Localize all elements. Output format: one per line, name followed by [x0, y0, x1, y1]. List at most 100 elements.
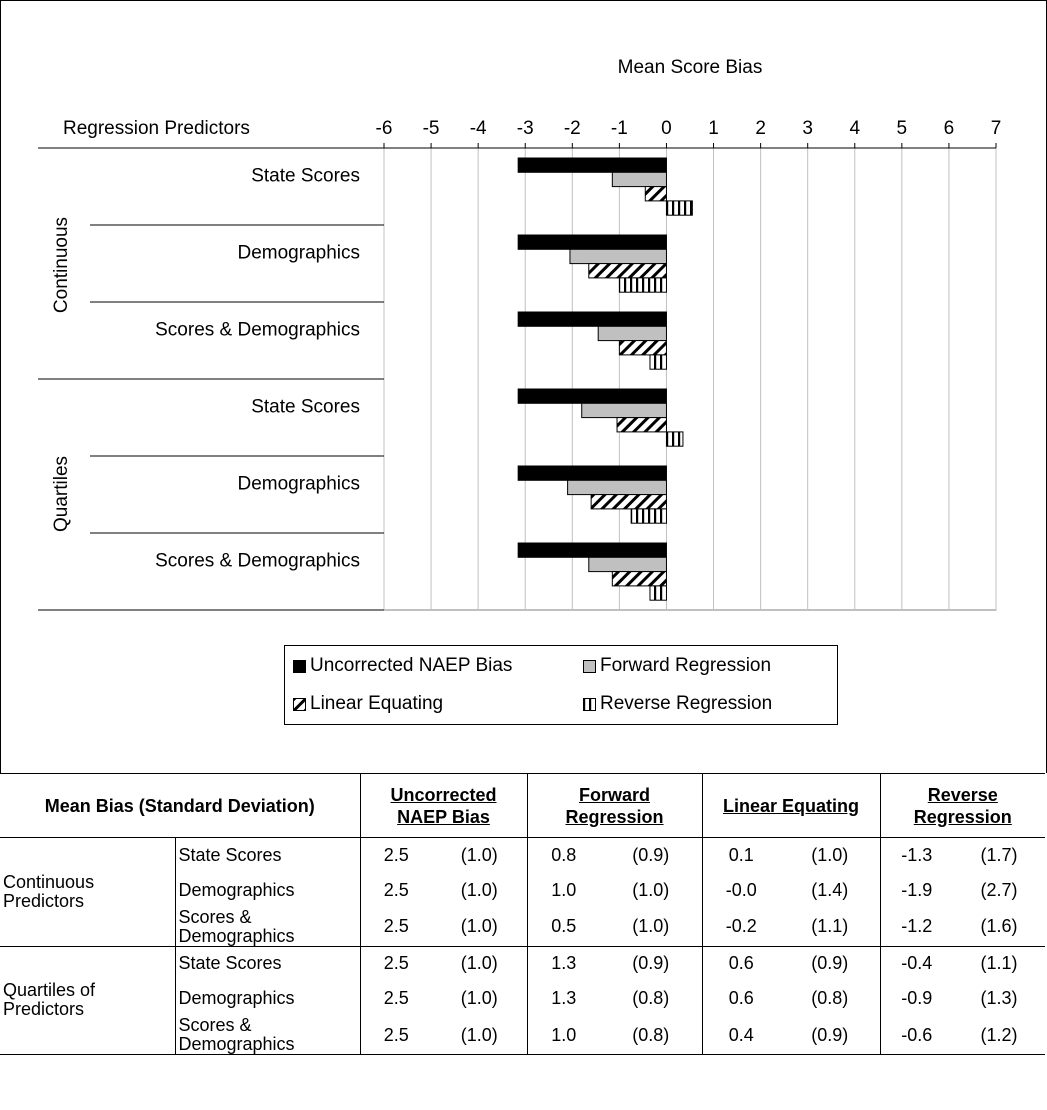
bar-linear: [611, 571, 667, 587]
table-header-col: Forward Regression: [526, 773, 703, 838]
table-cell-mean: -0.0: [701, 872, 781, 908]
table-cell-sd: (1.0): [780, 837, 881, 873]
category-label: Scores & Demographics: [155, 320, 360, 341]
bar-linear: [618, 340, 667, 356]
table-row-label: Scores & Demographics: [174, 907, 360, 947]
bar-reverse: [665, 200, 693, 216]
legend-swatch-forward: [583, 659, 596, 673]
table-cell-sd: (0.8): [600, 1016, 703, 1055]
table-cell-sd: (2.7): [980, 879, 1018, 900]
bar-reverse: [618, 277, 667, 293]
table-cell-sd: (1.7): [953, 837, 1046, 873]
table-cell-mean: -0.4: [879, 946, 954, 981]
category-label: Scores & Demographics: [155, 551, 360, 572]
bar-reverse: [665, 431, 684, 447]
table-cell-sd: (1.0): [632, 879, 670, 900]
table-header-col: Uncorrected NAEP Bias: [359, 773, 527, 838]
legend-label-uncorrected: Uncorrected NAEP Bias: [310, 655, 513, 676]
table-cell-mean: -0.9: [879, 981, 954, 1016]
group-label-continuous: Continuous: [51, 217, 72, 313]
table-row-label: Demographics: [174, 872, 360, 908]
table-header-linear: Linear Equating: [723, 795, 860, 816]
table-cell-mean: 0.1: [701, 837, 781, 873]
table-cell-sd: (1.0): [432, 837, 527, 873]
bar-forward: [569, 248, 667, 265]
legend-item-linear: Linear Equating: [293, 693, 443, 715]
table-cell-sd: (1.1): [780, 907, 881, 947]
legend-item-uncorrected: Uncorrected NAEP Bias: [293, 655, 512, 677]
table-header-col: Reverse Regression: [879, 773, 1046, 838]
table-cell-sd: (0.9): [811, 953, 849, 974]
table-cell-mean: -1.3: [879, 837, 954, 873]
category-label: Demographics: [238, 243, 361, 264]
table-cell-mean: -0.6: [879, 1016, 954, 1055]
table-row-label: State Scores: [174, 837, 360, 873]
table-cell-sd: (1.4): [811, 879, 849, 900]
legend-swatch-reverse: [583, 697, 596, 711]
table-cell-sd: (1.3): [980, 988, 1018, 1008]
bar-uncorrected: [517, 388, 667, 404]
table-cell-mean: 1.3: [526, 981, 600, 1016]
table-row: Demographics 2.5 (1.0) 1.0 (1.0) -0.0 (1.4) -1.…: [0, 872, 1045, 908]
chart-title: Mean Score Bias: [618, 57, 763, 78]
table-row: Demographics 2.5 (1.0) 1.3 (0.8) 0.6 (0.8) -0.9…: [0, 981, 1045, 1016]
bar-forward: [611, 171, 667, 188]
x-tick-label: -3: [517, 118, 534, 139]
bias-table: Mean Bias (Standard Deviation) Uncorrect…: [0, 773, 1046, 1055]
table-cell-sd: (1.2): [953, 1016, 1046, 1055]
bar-forward: [597, 325, 667, 342]
table-header-uncorrected: Uncorrected NAEP Bias: [390, 784, 497, 827]
table-cell-sd: (0.9): [632, 953, 670, 974]
table-header-title: Mean Bias (Standard Deviation): [0, 773, 360, 838]
table-row-label: State Scores: [174, 946, 360, 981]
table-cell-mean: 0.4: [701, 1016, 781, 1055]
legend-swatch-uncorrected: [293, 659, 306, 673]
table-header-col: Linear Equating: [701, 773, 881, 838]
table-group-label: Continuous Predictors: [0, 837, 175, 947]
x-tick-label: 7: [991, 118, 1002, 139]
legend-swatch-linear: [293, 697, 306, 711]
table-row-label: Demographics: [174, 981, 360, 1016]
table-cell-sd: (1.0): [600, 907, 703, 947]
bar-reverse: [649, 585, 667, 601]
table-cell-mean: -1.9: [879, 872, 954, 908]
table-header-forward: Forward Regression: [565, 784, 664, 827]
bar-linear: [590, 494, 667, 510]
table-row: Scores & Demographics 2.5 (1.0) 0.5 (1.0) -0.…: [0, 907, 1046, 947]
table-row-label: Scores & Demographics: [174, 1016, 360, 1055]
x-tick-label: 0: [661, 118, 672, 139]
table-cell-sd: (1.0): [432, 907, 527, 947]
table-cell-mean: 2.5: [359, 837, 432, 873]
x-tick-label: -6: [376, 118, 393, 139]
table-group-label: Quartiles of Predictors: [0, 946, 175, 1055]
table-header-reverse: Reverse Regression: [913, 784, 1012, 827]
x-tick-label: 1: [708, 118, 719, 139]
table-cell-mean: 2.5: [359, 1016, 432, 1055]
table-cell-mean: 1.0: [526, 872, 600, 908]
table-cell-sd: (1.1): [980, 953, 1018, 974]
table-cell-mean: 2.5: [359, 872, 432, 908]
category-label: Demographics: [238, 474, 361, 495]
x-tick-label: -2: [564, 118, 581, 139]
x-tick-label: 3: [802, 118, 813, 139]
legend-label-forward: Forward Regression: [600, 655, 772, 676]
table-cell-sd: (1.0): [460, 879, 498, 900]
table-cell-sd: (0.8): [811, 988, 849, 1008]
x-tick-label: 5: [897, 118, 908, 139]
table-cell-sd: (1.6): [953, 907, 1046, 947]
category-label: State Scores: [251, 397, 360, 418]
x-tick-label: -4: [470, 118, 487, 139]
table-cell-mean: 1.0: [526, 1016, 600, 1055]
bar-uncorrected: [517, 465, 667, 481]
bar-reverse: [649, 354, 667, 370]
chart-legend: Uncorrected NAEP Bias Forward Regression…: [284, 645, 838, 725]
table-cell-mean: -0.2: [701, 907, 781, 947]
bar-forward: [581, 402, 667, 419]
x-tick-label: -1: [611, 118, 628, 139]
table-cell-sd: (0.9): [600, 837, 703, 873]
table-cell-sd: (1.0): [460, 953, 498, 974]
plot-area: [383, 147, 997, 611]
table-cell-mean: 2.5: [359, 946, 432, 981]
table-cell-sd: (0.9): [780, 1016, 881, 1055]
legend-label-linear: Linear Equating: [310, 693, 444, 714]
